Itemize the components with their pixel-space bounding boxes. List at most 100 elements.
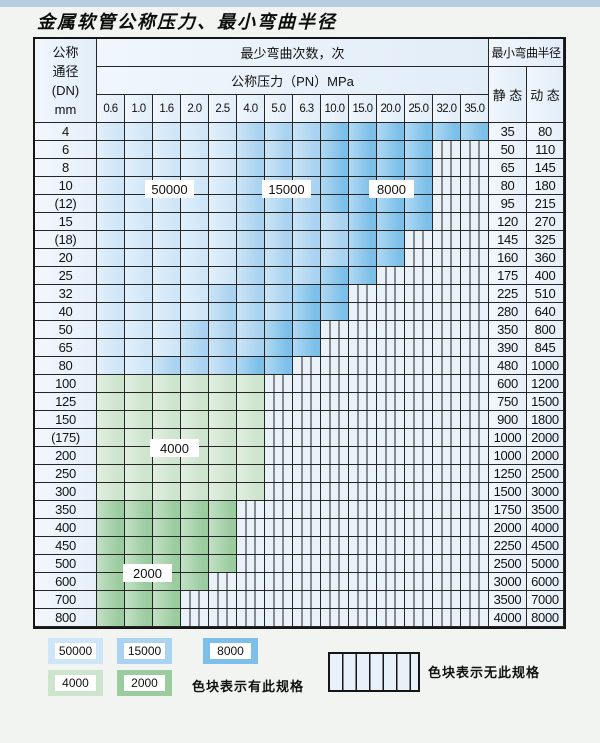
dn-cell: 32 [35, 285, 97, 303]
grid-cell-no-spec [349, 573, 377, 591]
grid-cell-no-spec [461, 537, 489, 555]
grid-cell-50000 [125, 321, 153, 339]
dynamic-radius-value: 3000 [527, 483, 564, 501]
grid-cell-no-spec [321, 447, 349, 465]
grid-cell-no-spec [433, 447, 461, 465]
grid-cell-no-spec [433, 321, 461, 339]
grid-cell-15000 [265, 195, 293, 213]
grid-cell-50000 [97, 321, 125, 339]
static-radius-value: 225 [489, 285, 527, 303]
dn-cell: 15 [35, 213, 97, 231]
grid-cell-no-spec [461, 339, 489, 357]
legend-swatch-label: 8000 [210, 643, 251, 659]
grid-cell-no-spec [433, 357, 461, 375]
grid-cell-4000 [209, 429, 237, 447]
grid-cell-no-spec [265, 537, 293, 555]
grid-cell-8000 [349, 123, 377, 141]
grid-cell-no-spec [349, 429, 377, 447]
dynamic-radius-value: 640 [527, 303, 564, 321]
grid-cell-50000 [209, 249, 237, 267]
grid-cell-4000 [97, 411, 125, 429]
static-radius-value: 1250 [489, 465, 527, 483]
grid-cell-15000 [209, 339, 237, 357]
spec-table: 公称 通径 (DN) mm 最少弯曲次数，次 最小弯曲半径 公称压力（PN）MP… [33, 37, 566, 629]
grid-cell-50000 [125, 141, 153, 159]
grid-cell-2000 [181, 573, 209, 591]
grid-cell-4000 [209, 483, 237, 501]
grid-cell-no-spec [377, 393, 405, 411]
dynamic-radius-value: 400 [527, 267, 564, 285]
dynamic-radius-value: 270 [527, 213, 564, 231]
grid-cell-no-spec [293, 483, 321, 501]
grid-cell-no-spec [405, 573, 433, 591]
grid-cell-no-spec [237, 573, 265, 591]
grid-cell-no-spec [461, 411, 489, 429]
grid-cell-no-spec [293, 555, 321, 573]
grid-cell-15000 [181, 357, 209, 375]
grid-cell-50000 [97, 339, 125, 357]
grid-cell-8000 [349, 195, 377, 213]
grid-cell-no-spec [377, 411, 405, 429]
grid-cell-50000 [209, 267, 237, 285]
grid-cell-8000 [349, 267, 377, 285]
dn-cell: 500 [35, 555, 97, 573]
dn-cell: 800 [35, 609, 97, 627]
grid-cell-no-spec [265, 555, 293, 573]
grid-cell-no-spec [321, 573, 349, 591]
grid-cell-2000 [181, 537, 209, 555]
static-radius-value: 350 [489, 321, 527, 339]
dn-cell: 450 [35, 537, 97, 555]
dn-column-header: 公称 通径 (DN) mm [35, 39, 97, 123]
grid-cell-50000 [125, 123, 153, 141]
grid-cell-no-spec [377, 483, 405, 501]
grid-cell-no-spec [377, 501, 405, 519]
static-radius-value: 3500 [489, 591, 527, 609]
grid-cell-no-spec [349, 393, 377, 411]
grid-cell-2000 [125, 537, 153, 555]
grid-cell-no-spec [349, 519, 377, 537]
grid-cell-8000 [349, 249, 377, 267]
grid-cell-50000 [125, 231, 153, 249]
grid-cell-50000 [97, 177, 125, 195]
grid-cell-no-spec [377, 339, 405, 357]
grid-cell-no-spec [405, 375, 433, 393]
grid-cell-50000 [181, 195, 209, 213]
legend-swatch-label: 2000 [124, 675, 165, 691]
zone-label-2000: 2000 [123, 564, 172, 582]
grid-cell-no-spec [405, 483, 433, 501]
grid-cell-no-spec [209, 573, 237, 591]
grid-cell-2000 [153, 591, 181, 609]
grid-cell-no-spec [433, 303, 461, 321]
grid-cell-4000 [209, 411, 237, 429]
grid-cell-8000 [321, 177, 349, 195]
grid-cell-no-spec [405, 339, 433, 357]
grid-cell-no-spec [321, 591, 349, 609]
grid-cell-no-spec [377, 267, 405, 285]
grid-cell-4000 [153, 375, 181, 393]
static-radius-value: 50 [489, 141, 527, 159]
grid-cell-no-spec [377, 537, 405, 555]
grid-cell-no-spec [377, 519, 405, 537]
grid-cell-no-spec [461, 213, 489, 231]
pressure-value-header: 2.5 [209, 95, 237, 123]
dynamic-radius-value: 6000 [527, 573, 564, 591]
grid-cell-no-spec [293, 411, 321, 429]
pressure-value-header: 5.0 [265, 95, 293, 123]
grid-cell-no-spec [405, 501, 433, 519]
grid-cell-8000 [265, 357, 293, 375]
grid-cell-50000 [153, 303, 181, 321]
dynamic-radius-value: 360 [527, 249, 564, 267]
grid-cell-no-spec [377, 321, 405, 339]
static-radius-value: 160 [489, 249, 527, 267]
grid-cell-50000 [153, 339, 181, 357]
grid-cell-8000 [405, 123, 433, 141]
grid-cell-no-spec [293, 501, 321, 519]
dynamic-radius-value: 7000 [527, 591, 564, 609]
grid-cell-no-spec [349, 555, 377, 573]
static-radius-value: 750 [489, 393, 527, 411]
dn-cell: (12) [35, 195, 97, 213]
grid-cell-8000 [377, 141, 405, 159]
grid-cell-15000 [321, 249, 349, 267]
grid-cell-no-spec [321, 321, 349, 339]
static-radius-value: 80 [489, 177, 527, 195]
